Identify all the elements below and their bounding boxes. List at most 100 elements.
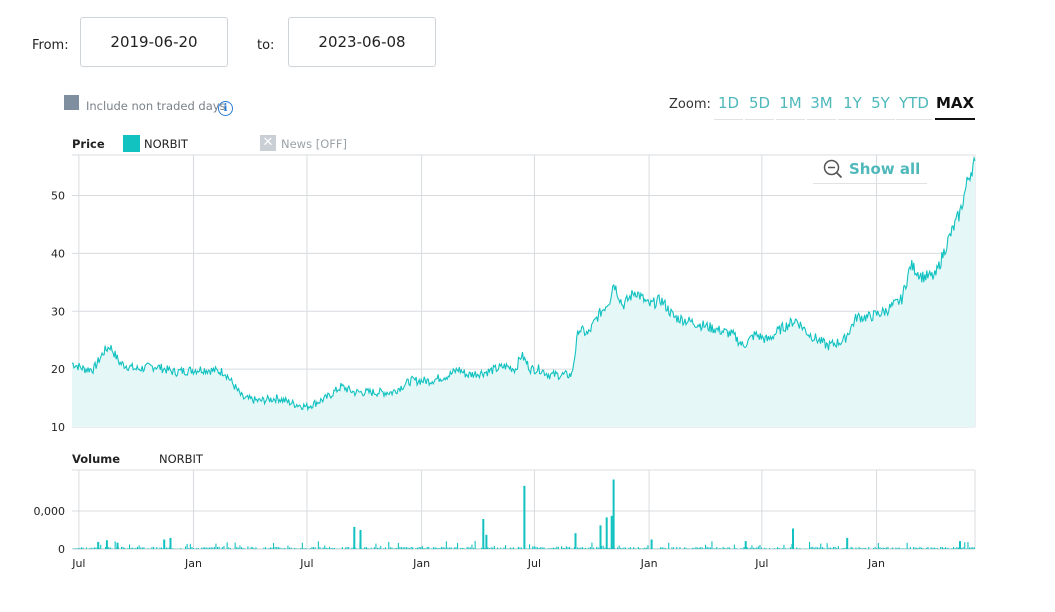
volume-bar bbox=[901, 548, 903, 549]
volume-bar bbox=[289, 547, 291, 549]
volume-bar bbox=[957, 547, 959, 549]
volume-bar bbox=[781, 548, 783, 549]
volume-bar bbox=[127, 548, 129, 549]
volume-bar bbox=[346, 547, 348, 549]
zoom-1d-button[interactable]: 1D bbox=[714, 94, 743, 120]
volume-bar bbox=[281, 548, 283, 549]
volume-bar bbox=[325, 547, 327, 549]
zoom-5y-button[interactable]: 5Y bbox=[866, 94, 895, 120]
volume-bar bbox=[401, 547, 403, 549]
volume-bar bbox=[388, 541, 390, 549]
volume-bar bbox=[447, 547, 449, 549]
zoom-ytd-button[interactable]: YTD bbox=[896, 94, 932, 120]
volume-bar bbox=[420, 547, 422, 549]
volume-bar bbox=[863, 547, 865, 549]
volume-bar bbox=[721, 548, 723, 549]
volume-bar bbox=[577, 547, 579, 549]
volume-bar bbox=[410, 546, 412, 549]
volume-bar bbox=[396, 547, 398, 549]
volume-bar bbox=[301, 542, 303, 549]
volume-bar bbox=[81, 547, 83, 549]
volume-bar bbox=[523, 485, 526, 549]
volume-bar bbox=[293, 548, 295, 549]
volume-bar bbox=[423, 548, 425, 549]
volume-bar bbox=[444, 547, 446, 549]
from-label: From: bbox=[32, 38, 69, 53]
volume-bar bbox=[169, 537, 172, 549]
volume-bar bbox=[383, 548, 385, 549]
x-tick-label: Jan bbox=[867, 557, 885, 570]
volume-bar bbox=[311, 547, 313, 549]
to-date-input[interactable]: 2023-06-08 bbox=[288, 17, 436, 67]
volume-bar bbox=[265, 547, 267, 549]
volume-bar bbox=[778, 547, 780, 549]
volume-bar bbox=[493, 545, 495, 549]
volume-bar bbox=[583, 548, 585, 549]
volume-bar bbox=[711, 541, 713, 549]
x-tick-label: Jul bbox=[527, 557, 541, 570]
volume-bar bbox=[764, 547, 766, 549]
volume-bar bbox=[484, 547, 486, 549]
zoom-3m-button[interactable]: 3M bbox=[807, 94, 836, 120]
info-icon[interactable]: i bbox=[218, 101, 233, 116]
volume-bar bbox=[685, 548, 687, 549]
volume-bar bbox=[748, 548, 750, 549]
volume-bar bbox=[332, 548, 334, 549]
volume-bar bbox=[634, 548, 636, 549]
volume-bar bbox=[906, 542, 908, 549]
volume-bar bbox=[300, 548, 302, 549]
volume-series-label[interactable]: NORBIT bbox=[159, 452, 203, 466]
volume-bar bbox=[271, 547, 273, 549]
volume-bar bbox=[322, 547, 324, 549]
volume-bar bbox=[937, 548, 939, 549]
volume-bar bbox=[180, 548, 182, 549]
volume-bar bbox=[927, 546, 929, 549]
volume-bar bbox=[668, 542, 670, 549]
price-y-tick-label: 10 bbox=[51, 421, 65, 434]
volume-bar bbox=[161, 547, 163, 549]
volume-bar bbox=[146, 548, 148, 549]
volume-bar bbox=[533, 546, 535, 549]
volume-bar bbox=[570, 548, 572, 549]
norbit-series-swatch[interactable] bbox=[123, 135, 140, 152]
volume-bar bbox=[633, 547, 635, 549]
volume-bar bbox=[247, 546, 249, 549]
volume-bar bbox=[295, 548, 297, 549]
volume-bar bbox=[213, 546, 215, 549]
volume-bar bbox=[970, 547, 972, 549]
volume-bar bbox=[908, 548, 910, 549]
volume-bar bbox=[437, 548, 439, 549]
volume-bar bbox=[661, 547, 663, 549]
volume-bar bbox=[554, 548, 556, 549]
volume-bar bbox=[757, 546, 759, 549]
zoom-1m-button[interactable]: 1M bbox=[776, 94, 805, 120]
volume-bar bbox=[601, 546, 603, 549]
volume-bar bbox=[855, 547, 857, 549]
volume-bar bbox=[497, 547, 499, 549]
volume-bar bbox=[593, 547, 595, 549]
volume-bar bbox=[263, 547, 265, 549]
volume-bar bbox=[428, 546, 430, 549]
norbit-series-label[interactable]: NORBIT bbox=[144, 137, 188, 151]
volume-bar bbox=[100, 544, 102, 549]
volume-bar bbox=[449, 547, 451, 549]
non-traded-days-checkbox[interactable] bbox=[64, 95, 79, 110]
news-toggle-icon[interactable]: ✕ bbox=[260, 135, 276, 151]
news-toggle-label[interactable]: News [OFF] bbox=[281, 137, 347, 151]
show-all-button[interactable]: Show all bbox=[813, 154, 927, 184]
zoom-5d-button[interactable]: 5D bbox=[745, 94, 774, 120]
volume-bar bbox=[253, 548, 255, 549]
volume-bar bbox=[580, 547, 582, 549]
volume-bar bbox=[740, 548, 742, 549]
volume-bar bbox=[239, 545, 241, 549]
zoom-max-button[interactable]: MAX bbox=[935, 94, 975, 120]
from-date-input[interactable]: 2019-06-20 bbox=[80, 17, 228, 67]
volume-bar bbox=[841, 548, 843, 549]
volume-bar bbox=[671, 547, 673, 549]
volume-bar bbox=[105, 547, 107, 549]
volume-bar bbox=[687, 548, 689, 549]
volume-bar bbox=[485, 534, 488, 549]
volume-bar bbox=[591, 542, 593, 549]
zoom-1y-button[interactable]: 1Y bbox=[838, 94, 867, 120]
